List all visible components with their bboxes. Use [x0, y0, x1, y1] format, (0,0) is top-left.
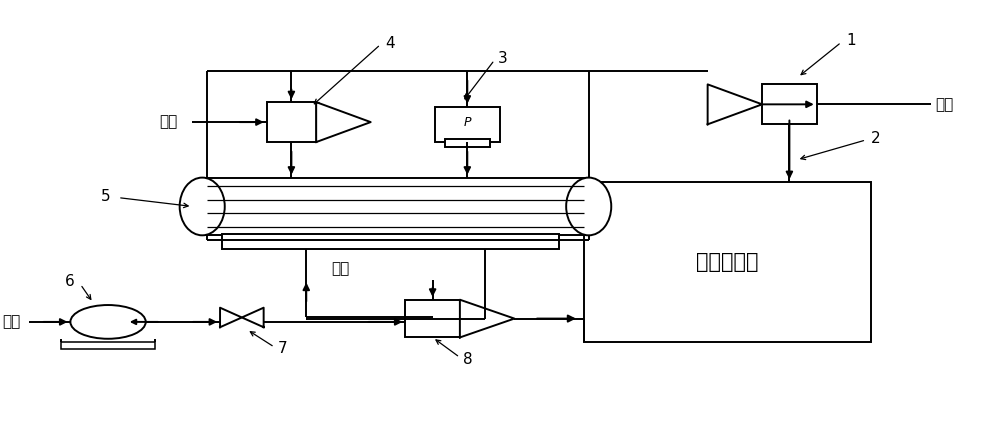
Bar: [61, 342, 155, 349]
Text: P: P: [464, 115, 471, 129]
Text: 6: 6: [65, 274, 74, 289]
Text: 海水: 海水: [3, 314, 21, 329]
Text: 蒸汽: 蒸汽: [936, 97, 954, 112]
Ellipse shape: [180, 178, 225, 235]
Circle shape: [70, 305, 146, 339]
Text: 1: 1: [846, 33, 856, 48]
Bar: [584, 182, 871, 342]
Ellipse shape: [566, 178, 611, 235]
Text: 凝水: 凝水: [331, 261, 349, 276]
Polygon shape: [242, 308, 264, 327]
Text: 蒸汽: 蒸汽: [159, 115, 177, 130]
Text: 闪发蒸馏室: 闪发蒸馏室: [696, 252, 759, 272]
Text: 2: 2: [871, 131, 881, 146]
Text: 8: 8: [463, 352, 472, 367]
Text: 7: 7: [278, 341, 287, 357]
Bar: [762, 84, 817, 124]
Text: 4: 4: [386, 36, 395, 51]
Text: 3: 3: [498, 51, 507, 66]
Bar: [445, 139, 490, 147]
Bar: [202, 178, 589, 235]
Polygon shape: [316, 102, 371, 142]
Polygon shape: [220, 308, 242, 327]
Polygon shape: [460, 300, 514, 337]
Bar: [405, 300, 460, 337]
Text: 5: 5: [100, 189, 110, 204]
Bar: [222, 234, 559, 249]
Polygon shape: [708, 84, 762, 124]
Bar: [267, 102, 316, 142]
Bar: [435, 107, 500, 142]
